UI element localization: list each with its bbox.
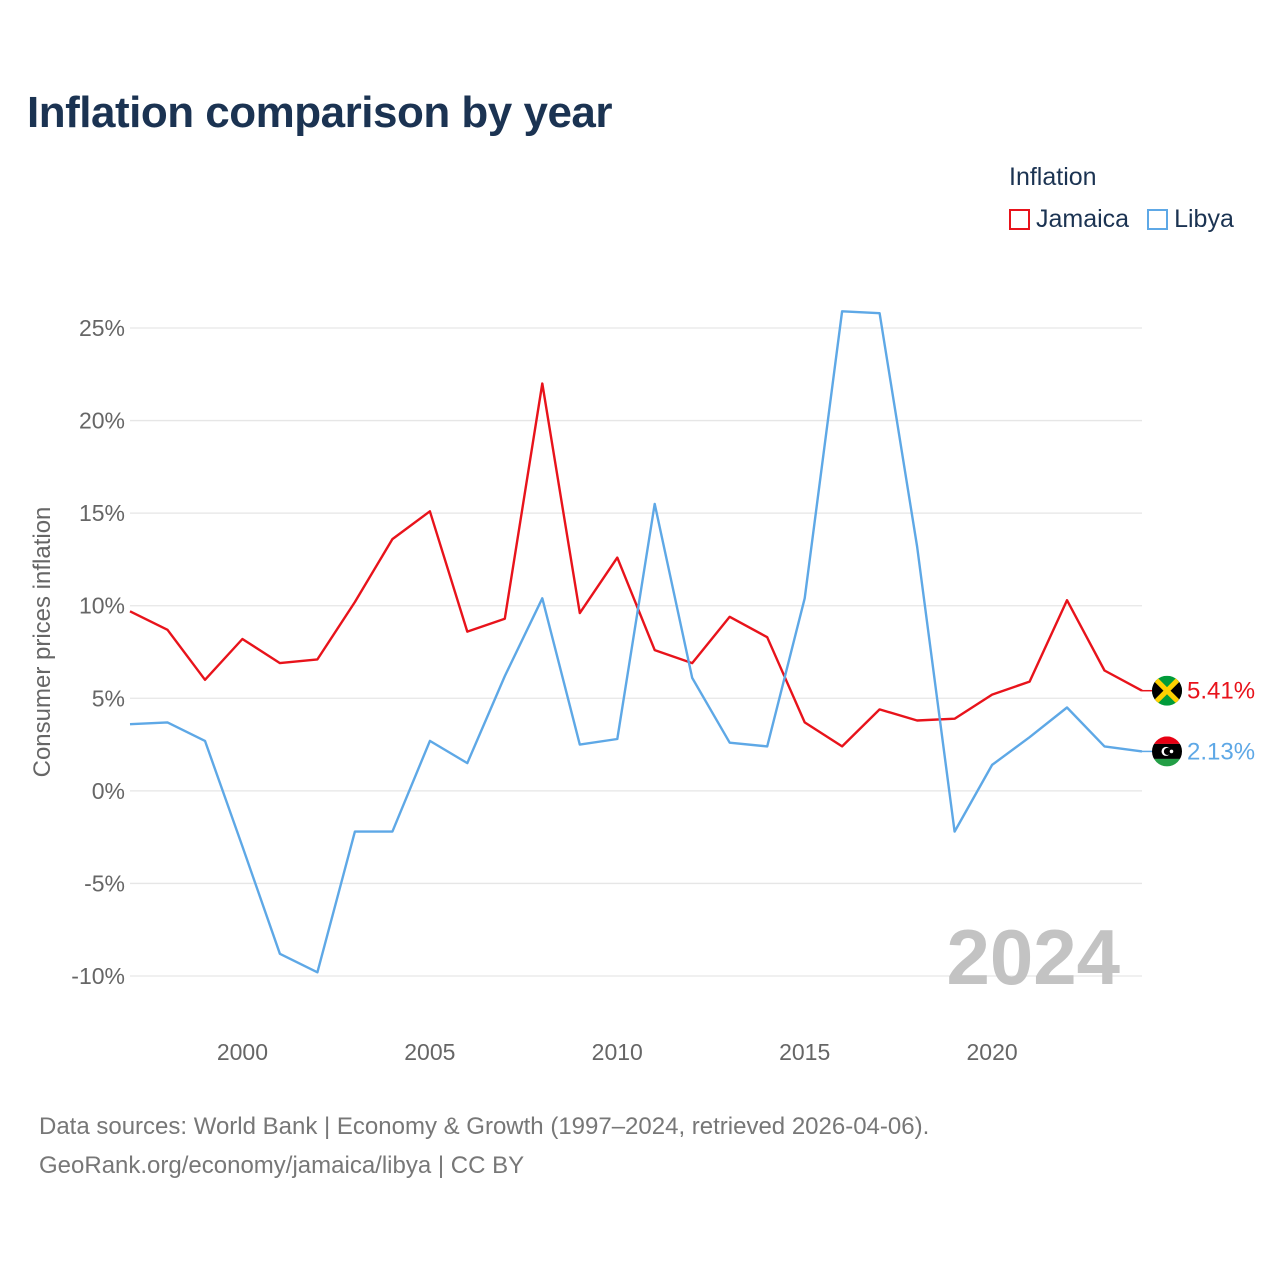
series-line-jamaica[interactable] xyxy=(129,382,1143,748)
x-tick-label: 2010 xyxy=(592,1039,643,1065)
footer: Data sources: World Bank | Economy & Gro… xyxy=(39,1107,929,1185)
y-tick-label: 5% xyxy=(92,685,125,711)
y-tick-label: 10% xyxy=(79,593,125,619)
y-tick-label: -5% xyxy=(84,870,125,896)
flag-crescent-cut xyxy=(1163,747,1172,756)
x-axis-ticks: 2000 2005 2010 2015 2020 xyxy=(217,1039,1018,1065)
end-value-label-jamaica: 5.41% xyxy=(1187,678,1255,705)
legend-label-jamaica: Jamaica xyxy=(1036,205,1130,233)
legend-item-jamaica[interactable]: Jamaica xyxy=(1009,205,1129,234)
flag-stripe-green xyxy=(1152,758,1182,767)
jamaica-flag-icon xyxy=(1152,675,1182,706)
legend-swatch-jamaica xyxy=(1009,209,1030,230)
source-note: Data sources: World Bank | Economy & Gro… xyxy=(39,1113,930,1140)
y-tick-label: 20% xyxy=(79,408,125,434)
y-axis-ticks: 25% 20% 15% 10% 5% 0% -5% -10% xyxy=(71,315,125,989)
end-labels: 5.41% 2.13% xyxy=(1142,675,1255,767)
y-tick-label: 25% xyxy=(79,315,125,341)
x-tick-label: 2000 xyxy=(217,1039,268,1065)
legend: Jamaica Libya xyxy=(1009,205,1234,234)
year-watermark: 2024 xyxy=(946,913,1120,1001)
end-value-label-libya: 2.13% xyxy=(1187,738,1255,765)
legend-item-libya[interactable]: Libya xyxy=(1147,205,1234,234)
y-tick-label: 0% xyxy=(92,778,125,804)
chart-title: Inflation comparison by year xyxy=(27,88,613,137)
line-chart: 25% 20% 15% 10% 5% 0% -5% -10% 2000 2005 2010 2015… xyxy=(29,310,1255,1065)
libya-flag-icon xyxy=(1152,736,1182,767)
flag-star xyxy=(1169,749,1174,754)
x-tick-label: 2015 xyxy=(779,1039,830,1065)
legend-title: Inflation xyxy=(1009,163,1097,191)
flag-saltire xyxy=(1152,675,1182,706)
legend-swatch-libya xyxy=(1147,209,1169,230)
flag-triangle-left xyxy=(1152,675,1167,706)
y-tick-label: -10% xyxy=(71,963,125,989)
flag-triangle-right xyxy=(1167,675,1182,706)
series-lines xyxy=(129,310,1143,974)
x-tick-label: 2005 xyxy=(404,1039,455,1065)
grid-lines xyxy=(130,327,1142,977)
y-tick-label: 15% xyxy=(79,500,125,526)
flag-stripe-red xyxy=(1152,736,1182,744)
source-link[interactable]: GeoRank.org/economy/jamaica/libya | CC B… xyxy=(39,1152,525,1179)
series-line-libya[interactable] xyxy=(129,310,1143,974)
legend-label-libya: Libya xyxy=(1174,205,1234,233)
y-axis-title: Consumer prices inflation xyxy=(29,507,56,778)
x-tick-label: 2020 xyxy=(966,1039,1017,1065)
